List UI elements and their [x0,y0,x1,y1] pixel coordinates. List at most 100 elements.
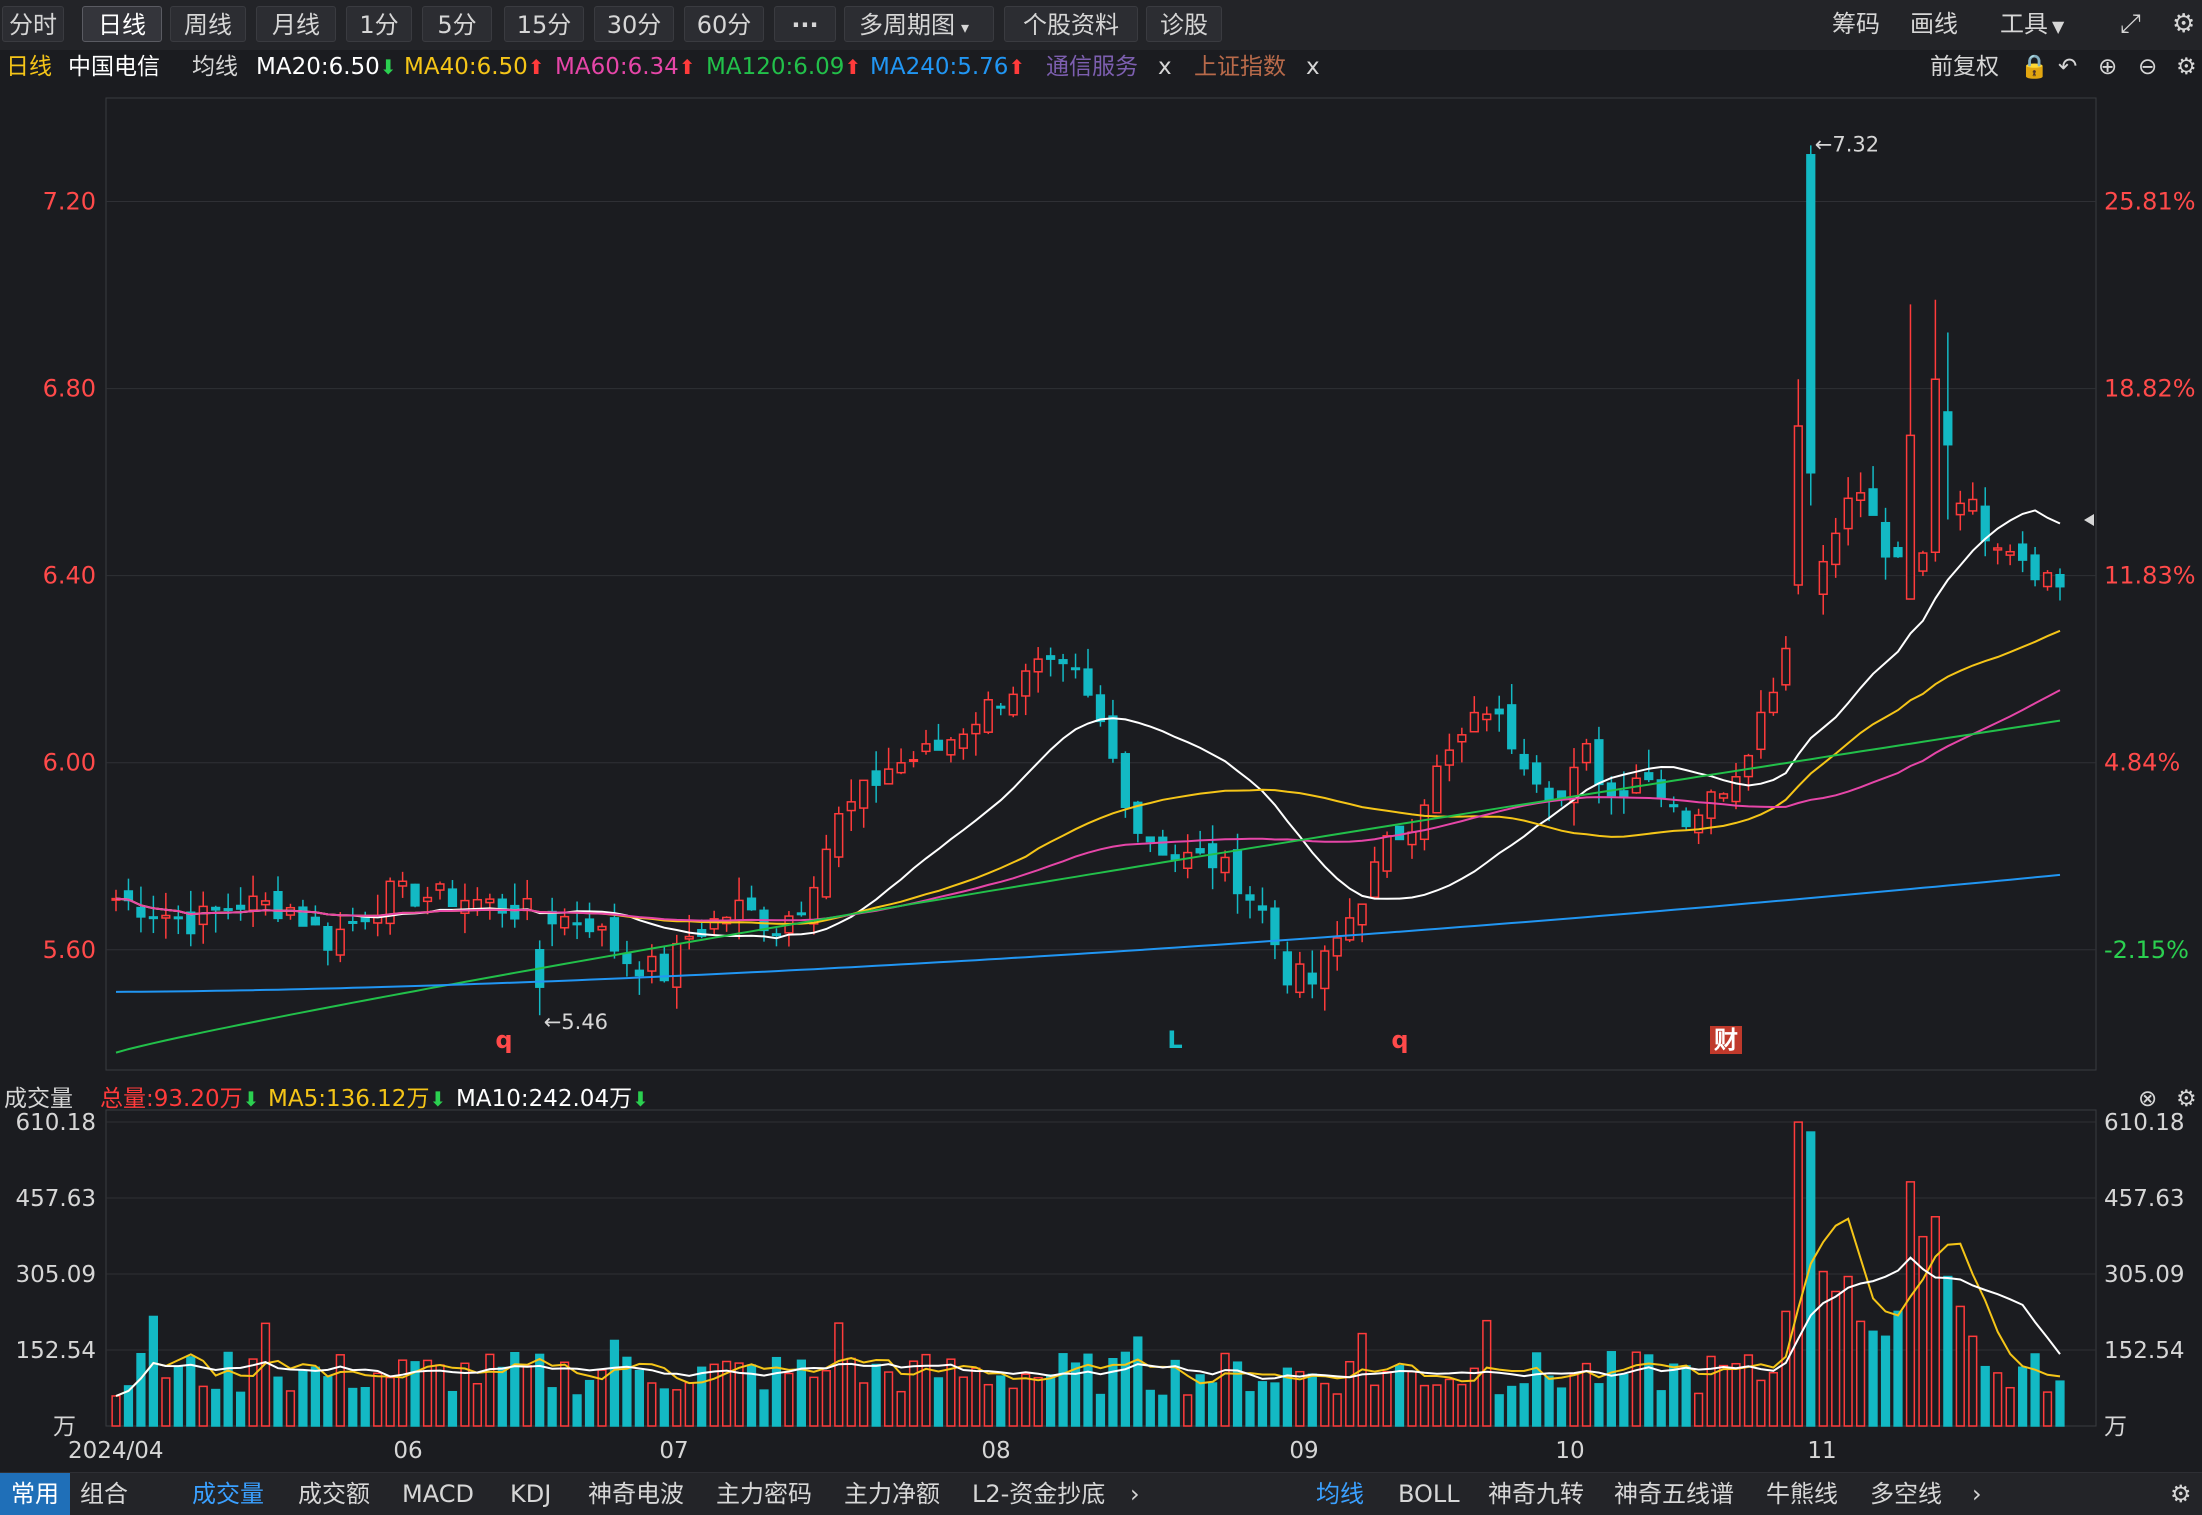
volume-bar [522,1365,532,1427]
tab-magic-five[interactable]: 神奇五线谱 [1614,1480,1734,1508]
tab-macd[interactable]: MACD [402,1480,474,1508]
tab-volume[interactable]: 成交量 [192,1480,264,1508]
candle-body [1444,749,1454,766]
chevron-right-icon[interactable]: › [1972,1480,1982,1508]
candle-body [1955,502,1965,516]
period-tab-daily[interactable]: 日线 [82,6,162,42]
candle-body [1694,814,1704,834]
volume-bar [1108,1358,1118,1427]
volume-bar [834,1322,844,1427]
tab-main-code[interactable]: 主力密码 [716,1480,812,1508]
volume-bar [248,1358,258,1427]
candle-body [1743,754,1754,778]
kline-chart[interactable]: 7.20 25.81% 6.80 18.82% 6.40 11.83% 6.00 4.84% 5… [0,86,2202,1472]
sector-overlay[interactable]: 通信服务 [1046,54,1138,80]
diagnose-button[interactable]: 诊股 [1146,6,1222,42]
volume-bar [186,1356,196,1427]
tab-long-short[interactable]: 多空线 [1870,1480,1942,1508]
period-tab-weekly[interactable]: 周线 [170,6,246,42]
candle-body [1432,765,1442,814]
close-icon[interactable]: ⊗ [2138,1086,2158,1112]
tools-dropdown[interactable]: 工具 ▼ [2000,6,2064,42]
sector-close-button[interactable]: x [1158,54,1172,80]
period-tab-15min[interactable]: 15分 [504,6,584,42]
candle-body [248,895,258,911]
ma120-line [115,719,2061,1054]
volume-bar [1457,1383,1467,1427]
volume-bar [2055,1380,2065,1427]
current-price-pointer [2084,514,2094,526]
tab-l2-capital[interactable]: L2-资金抄底 [972,1480,1106,1508]
ma60-line [115,689,2061,922]
tab-bull-bear[interactable]: 牛熊线 [1766,1480,1838,1508]
volume-bar [1905,1181,1916,1427]
lock-icon[interactable]: 🔒 [2020,54,2049,80]
ma-label[interactable]: 均线 [192,54,238,80]
period-tab-fenshi[interactable]: 分时 [2,6,64,42]
draw-line-button[interactable]: 画线 [1910,10,1958,38]
stock-name[interactable]: 中国电信 [68,54,160,80]
volume-bar [622,1356,632,1427]
gear-icon[interactable]: ⚙ [2172,9,2196,39]
fullscreen-icon[interactable]: ⤢ [2120,9,2141,39]
tab-boll[interactable]: BOLL [1398,1480,1460,1508]
undo-icon[interactable]: ↶ [2058,54,2078,80]
zoom-in-icon[interactable]: ⊕ [2098,54,2118,80]
period-label: 日线 [6,54,52,80]
tab-ma[interactable]: 均线 [1316,1480,1364,1508]
volume-bar [260,1322,271,1427]
tab-combo[interactable]: 组合 [80,1480,128,1508]
tab-magic-wave[interactable]: 神奇电波 [588,1480,684,1508]
candle-body [1345,917,1355,941]
candle-body [1806,154,1816,474]
volume-bar [796,1359,806,1427]
multi-period-dropdown[interactable]: 多周期图 ▾ [844,6,994,42]
stock-info-button[interactable]: 个股资料 [1004,6,1138,42]
volume-bar [136,1352,146,1427]
index-overlay[interactable]: 上证指数 [1194,54,1286,80]
candle-body [1581,742,1592,764]
volume-bar [111,1395,121,1427]
volume-bar [1669,1363,1679,1427]
volume-bar [198,1385,208,1427]
chips-button[interactable]: 筹码 [1832,10,1880,38]
volume-bar [697,1366,707,1427]
candle-body [1943,411,1953,446]
gear-icon[interactable]: ⚙ [2170,1480,2192,1508]
tab-kdj[interactable]: KDJ [510,1480,552,1508]
volume-bar [1407,1370,1417,1427]
volume-bar [1980,1365,1990,1427]
adjust-mode[interactable]: 前复权 [1930,54,1999,80]
tab-common[interactable]: 常用 [0,1473,70,1515]
period-tab-60min[interactable]: 60分 [684,6,764,42]
volume-bar [1880,1335,1891,1427]
volume-bar [896,1390,906,1427]
candle-body [1507,704,1517,750]
candle-body [1070,667,1081,671]
index-close-button[interactable]: x [1306,54,1320,80]
tab-main-net[interactable]: 主力净额 [844,1480,940,1508]
candle-body [1781,647,1791,686]
period-tab-30min[interactable]: 30分 [594,6,674,42]
zoom-out-icon[interactable]: ⊖ [2138,54,2158,80]
period-tab-1min[interactable]: 1分 [346,6,412,42]
more-periods-button[interactable]: ··· [774,6,836,42]
volume-bar [1993,1372,2003,1427]
period-tab-5min[interactable]: 5分 [422,6,492,42]
volume-bar [460,1362,470,1427]
ma20-value: MA20:6.50⬇ [256,50,397,84]
tab-turnover[interactable]: 成交额 [298,1480,370,1508]
ma240-line [115,873,2061,993]
gear-icon[interactable]: ⚙ [2176,54,2197,80]
volume-bar [1806,1131,1816,1427]
candle-body [1357,903,1367,926]
period-tab-monthly[interactable]: 月线 [256,6,336,42]
volume-title[interactable]: 成交量 [4,1086,73,1112]
candle-body [1257,905,1268,911]
volume-bar [1532,1352,1542,1427]
volume-bar [884,1371,894,1427]
chevron-right-icon[interactable]: › [1130,1480,1140,1508]
tab-magic-nine[interactable]: 神奇九转 [1488,1480,1584,1508]
gear-icon[interactable]: ⚙ [2176,1086,2197,1112]
candle-body [1706,791,1716,819]
